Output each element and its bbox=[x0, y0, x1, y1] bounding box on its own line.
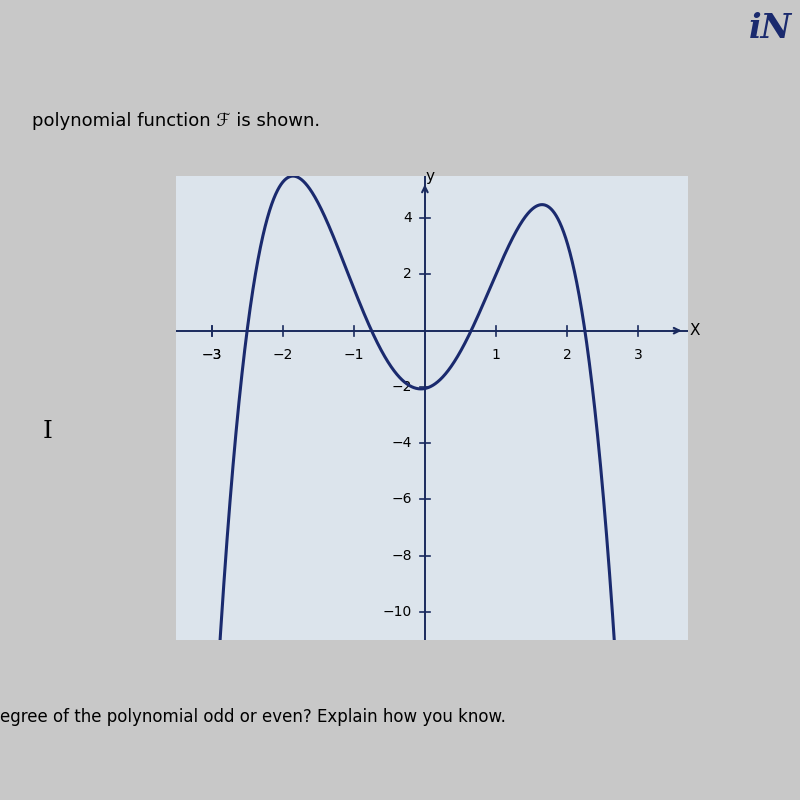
Text: −10: −10 bbox=[383, 605, 412, 619]
Text: −4: −4 bbox=[392, 436, 412, 450]
Text: 4: 4 bbox=[403, 211, 412, 225]
Text: 1: 1 bbox=[491, 347, 501, 362]
Text: iN: iN bbox=[749, 12, 792, 45]
Text: 3: 3 bbox=[634, 347, 642, 362]
Text: I: I bbox=[43, 421, 53, 443]
Text: −3: −3 bbox=[202, 347, 222, 362]
Text: X: X bbox=[690, 323, 700, 338]
Text: −1: −1 bbox=[343, 347, 364, 362]
Text: polynomial function ℱ is shown.: polynomial function ℱ is shown. bbox=[32, 112, 320, 130]
Text: −2: −2 bbox=[392, 380, 412, 394]
Text: 2: 2 bbox=[403, 267, 412, 282]
Text: −8: −8 bbox=[391, 549, 412, 562]
Text: −6: −6 bbox=[391, 492, 412, 506]
Text: y: y bbox=[426, 170, 434, 185]
Text: −2: −2 bbox=[273, 347, 293, 362]
Text: −3: −3 bbox=[202, 347, 222, 362]
Text: egree of the polynomial odd or even? Explain how you know.: egree of the polynomial odd or even? Exp… bbox=[0, 708, 506, 726]
Text: 2: 2 bbox=[562, 347, 571, 362]
